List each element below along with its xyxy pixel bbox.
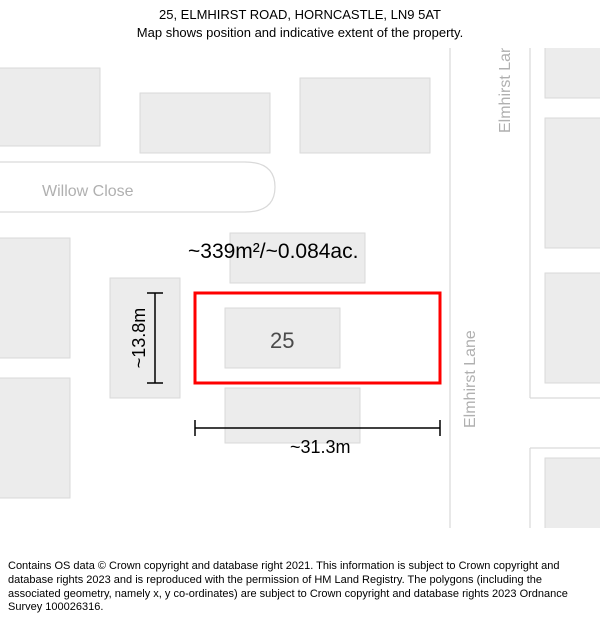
map-subtitle: Map shows position and indicative extent… <box>4 24 596 42</box>
height-measurement: ~13.8m <box>129 308 149 369</box>
building-outline <box>0 238 70 358</box>
copyright-footer: Contains OS data © Crown copyright and d… <box>0 554 600 625</box>
width-measurement: ~31.3m <box>290 437 351 457</box>
header: 25, ELMHIRST ROAD, HORNCASTLE, LN9 5AT M… <box>0 0 600 43</box>
copyright-text: Contains OS data © Crown copyright and d… <box>8 560 568 613</box>
building-outline <box>545 118 600 248</box>
building-outline <box>545 48 600 98</box>
building-outline <box>545 273 600 383</box>
building-outline <box>140 93 270 153</box>
area-measurement: ~339m²/~0.084ac. <box>188 240 358 263</box>
property-map: Willow Close Elmhirst Lane Elmhirst Lane 25… <box>0 48 600 528</box>
road-label: Elmhirst Lane <box>497 48 514 133</box>
building-outline <box>545 458 600 528</box>
building-outline <box>0 378 70 498</box>
building-outline <box>300 78 430 153</box>
road-label: Willow Close <box>42 183 134 200</box>
property-address: 25, ELMHIRST ROAD, HORNCASTLE, LN9 5AT <box>4 6 596 24</box>
plot-number: 25 <box>270 328 294 353</box>
road-label: Elmhirst Lane <box>462 330 479 428</box>
map-container: Willow Close Elmhirst Lane Elmhirst Lane 25… <box>0 48 600 528</box>
building-outline <box>225 388 360 443</box>
building-outline <box>0 68 100 146</box>
